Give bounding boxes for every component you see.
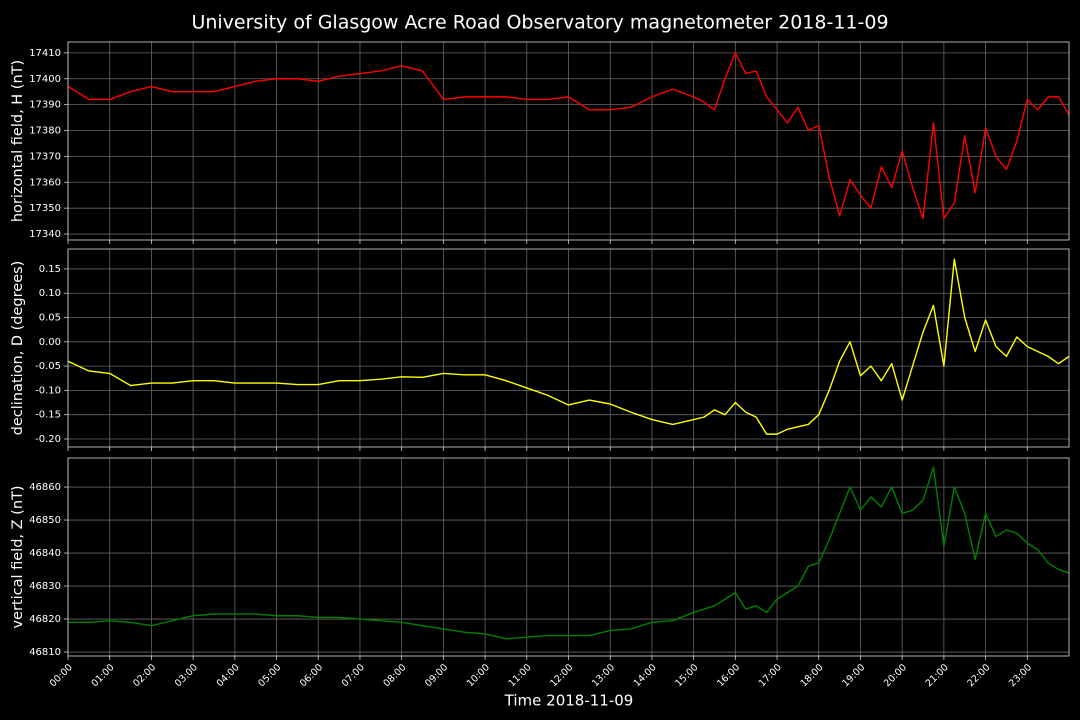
y-tick-label: -0.05 <box>35 361 61 372</box>
y-axis-label: declination, D (degrees) <box>10 261 26 436</box>
plot-frame <box>67 248 1070 448</box>
y-tick-label: 46850 <box>29 515 61 526</box>
data-line <box>67 52 1070 220</box>
y-tick-label: 17370 <box>29 151 61 162</box>
y-tick-label: -0.10 <box>35 385 61 396</box>
figure-title: University of Glasgow Acre Road Observat… <box>191 12 888 34</box>
plot-frame <box>67 457 1070 657</box>
y-tick-label: 46830 <box>29 581 61 592</box>
data-line <box>68 466 1070 640</box>
y-tick-label: 17340 <box>29 229 61 240</box>
y-tick-label: 17350 <box>29 203 61 214</box>
y-tick-label: 46860 <box>29 482 61 493</box>
y-tick-label: 0.05 <box>39 313 61 324</box>
y-tick-label: 17400 <box>29 74 61 85</box>
y-axis-label: vertical field, Z (nT) <box>10 485 26 628</box>
y-tick-label: 17390 <box>29 100 61 111</box>
y-tick-label: 17380 <box>29 126 61 137</box>
y-tick-label: -0.20 <box>35 434 61 445</box>
y-tick-label: 17360 <box>29 177 61 188</box>
x-axis-label: Time 2018-11-09 <box>504 692 634 710</box>
data-line <box>67 258 1070 435</box>
y-tick-label: 46810 <box>29 647 61 658</box>
y-tick-label: 0.10 <box>39 288 61 299</box>
y-tick-label: 46840 <box>29 548 61 559</box>
y-tick-label: 46820 <box>29 614 61 625</box>
plot-frame <box>67 41 1070 241</box>
y-tick-label: -0.15 <box>35 410 61 421</box>
y-tick-label: 0.00 <box>39 337 61 348</box>
y-axis-label: horizontal field, H (nT) <box>10 60 26 222</box>
y-tick-label: 17410 <box>29 48 61 59</box>
y-tick-label: 0.15 <box>39 264 61 275</box>
